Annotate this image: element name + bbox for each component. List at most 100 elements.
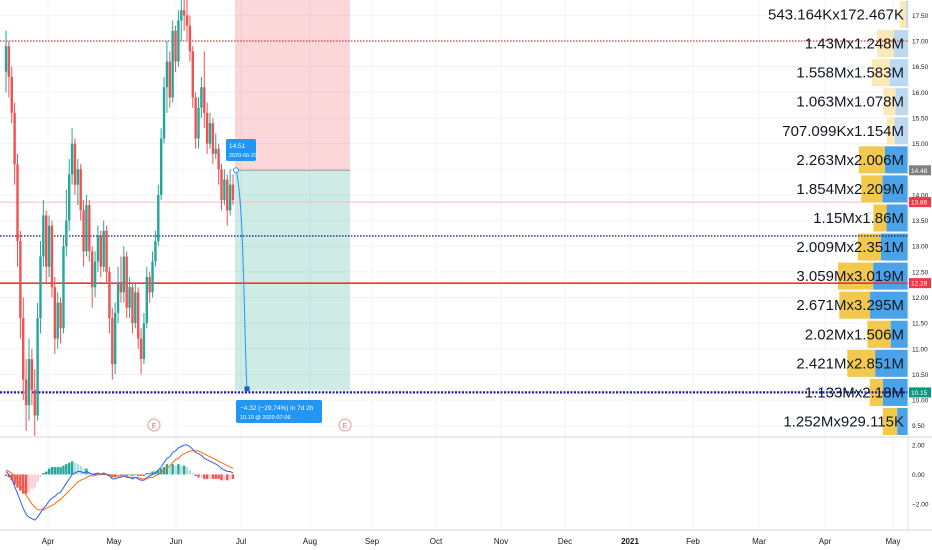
candle-body <box>96 235 100 262</box>
projection-end-point[interactable] <box>244 386 250 392</box>
candle[interactable] <box>159 128 163 201</box>
candle[interactable] <box>16 153 19 267</box>
candle[interactable] <box>211 117 215 165</box>
candle[interactable] <box>47 215 51 277</box>
candle[interactable] <box>168 51 171 108</box>
candle[interactable] <box>139 328 143 375</box>
price-label-1015[interactable]: 10.15 <box>909 387 931 398</box>
candle[interactable] <box>142 312 146 365</box>
candle[interactable] <box>223 169 226 206</box>
candle-body <box>191 51 194 98</box>
candle[interactable] <box>188 15 192 62</box>
candle[interactable] <box>171 20 174 103</box>
candle[interactable] <box>22 297 25 401</box>
candle[interactable] <box>116 266 120 324</box>
candle[interactable] <box>151 251 154 298</box>
candle[interactable] <box>68 159 71 231</box>
candle[interactable] <box>96 225 100 272</box>
candle[interactable] <box>217 143 220 185</box>
candle[interactable] <box>205 102 209 154</box>
candle[interactable] <box>203 51 206 129</box>
candle[interactable] <box>59 297 62 344</box>
candle[interactable] <box>165 41 169 113</box>
candle[interactable] <box>56 292 59 349</box>
candle[interactable] <box>39 241 42 334</box>
candle[interactable] <box>36 302 39 421</box>
earnings-marker[interactable]: E <box>147 418 161 432</box>
candle[interactable] <box>27 338 31 421</box>
candle[interactable] <box>76 159 80 206</box>
candle[interactable] <box>226 174 229 226</box>
candle[interactable] <box>182 0 186 31</box>
candle[interactable] <box>10 66 13 124</box>
candle[interactable] <box>197 97 200 149</box>
candle[interactable] <box>200 76 203 118</box>
candle[interactable] <box>208 112 212 149</box>
candle[interactable] <box>148 271 151 303</box>
candle[interactable] <box>108 266 111 334</box>
candle[interactable] <box>119 256 123 303</box>
candle[interactable] <box>105 225 108 283</box>
candle[interactable] <box>73 138 77 195</box>
price-label-1448[interactable]: 14.48 <box>909 165 931 176</box>
candle[interactable] <box>162 76 166 144</box>
candle[interactable] <box>82 200 85 267</box>
candle[interactable] <box>228 169 232 216</box>
candle[interactable] <box>111 307 114 380</box>
projection-start-point[interactable] <box>233 167 239 174</box>
candle[interactable] <box>131 282 134 334</box>
candle[interactable] <box>214 133 217 160</box>
candle[interactable] <box>113 302 117 375</box>
candle[interactable] <box>191 46 194 108</box>
candle[interactable] <box>136 287 140 349</box>
candle[interactable] <box>42 200 45 267</box>
macd-line[interactable] <box>5 444 234 521</box>
candle[interactable] <box>13 102 16 185</box>
candle[interactable] <box>122 246 126 303</box>
candle-body <box>217 148 220 170</box>
candle[interactable] <box>33 369 36 436</box>
candle[interactable] <box>70 128 74 185</box>
candle-body <box>36 318 39 416</box>
candle[interactable] <box>125 251 128 319</box>
result-label[interactable]: −4.32 (−29.74%) in 7d 2h 10.19 @ 2020-07-… <box>236 400 322 423</box>
candle[interactable] <box>102 220 105 272</box>
candle[interactable] <box>231 174 235 206</box>
candle[interactable] <box>185 0 189 42</box>
candle[interactable] <box>174 25 177 72</box>
candle[interactable] <box>24 359 28 431</box>
candle[interactable] <box>154 230 157 267</box>
candle[interactable] <box>145 266 148 329</box>
candle[interactable] <box>50 220 54 298</box>
candle[interactable] <box>99 230 103 277</box>
earnings-marker[interactable]: E <box>338 418 352 432</box>
price-label-1228[interactable]: 12.28 <box>909 278 931 289</box>
candle[interactable] <box>85 194 88 257</box>
candle[interactable] <box>79 164 82 221</box>
candle[interactable] <box>177 10 180 67</box>
candle[interactable] <box>19 230 22 339</box>
candle[interactable] <box>194 92 197 149</box>
macd-signal-line[interactable] <box>5 450 234 511</box>
candle[interactable] <box>220 164 223 211</box>
candle[interactable] <box>128 276 131 319</box>
take-profit-zone[interactable] <box>235 170 350 391</box>
candle[interactable] <box>30 348 34 406</box>
candle[interactable] <box>180 0 183 42</box>
candle[interactable] <box>45 210 48 283</box>
candle[interactable] <box>91 246 94 308</box>
candle-body <box>70 143 74 175</box>
candle[interactable] <box>53 276 57 354</box>
candle[interactable] <box>65 189 68 257</box>
candle[interactable] <box>93 251 97 298</box>
candle[interactable] <box>7 41 11 98</box>
candle-body <box>131 287 134 324</box>
candle[interactable] <box>4 30 8 93</box>
candle[interactable] <box>62 235 65 334</box>
entry-price-label[interactable]: 14.51 2020-06-29 <box>226 139 257 161</box>
candle[interactable] <box>157 184 160 247</box>
candle[interactable] <box>134 282 137 329</box>
price-label-1386[interactable]: 13.86 <box>909 197 931 208</box>
candle[interactable] <box>88 200 91 262</box>
